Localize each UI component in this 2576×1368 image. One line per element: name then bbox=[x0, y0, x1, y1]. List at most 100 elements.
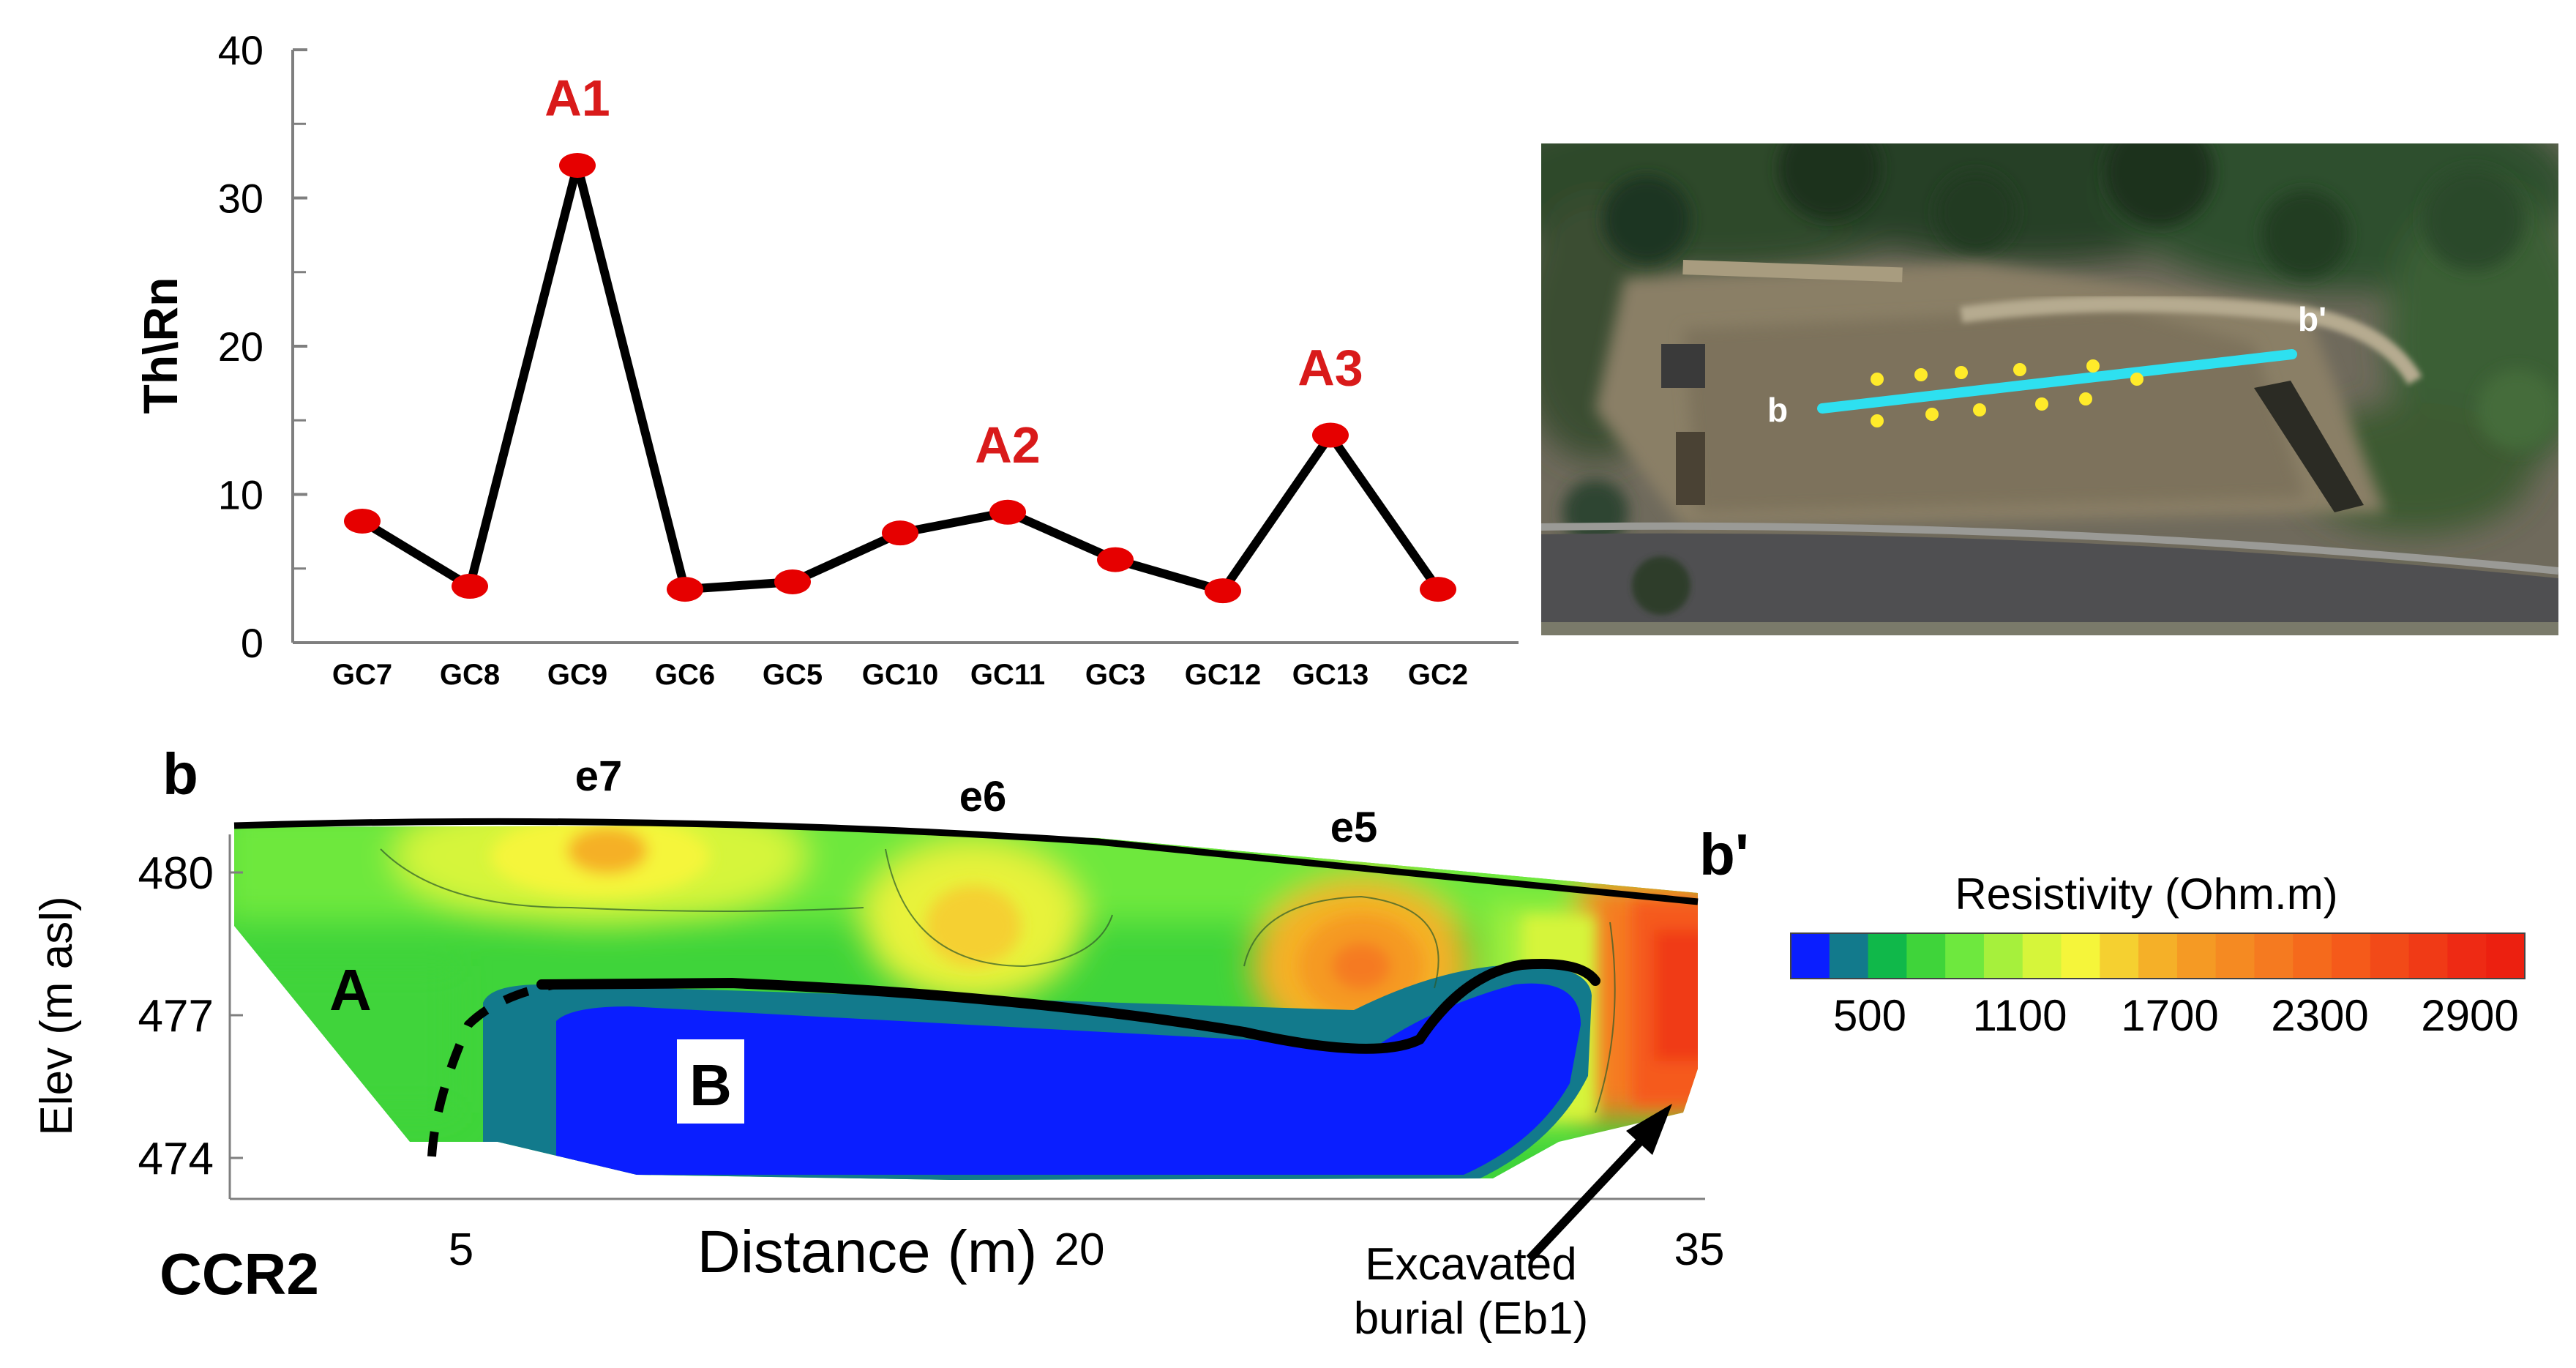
data-point bbox=[1312, 422, 1349, 448]
zone-label-b-box bbox=[677, 1039, 744, 1124]
x-tick-label: GC5 bbox=[763, 659, 823, 691]
colorbar-cell bbox=[2138, 933, 2178, 979]
section-y-tick-label: 474 bbox=[138, 1134, 214, 1184]
resistivity-section: 474 477 480 5 20 35 Elev (m asl) Distance (m… bbox=[31, 741, 2526, 1344]
colorbar-cell bbox=[2332, 933, 2371, 979]
colorbar-tick-label: 2300 bbox=[2271, 991, 2368, 1040]
survey-point bbox=[2013, 363, 2026, 376]
section-x-tick-label: 20 bbox=[1055, 1225, 1105, 1275]
peak-annotation: A2 bbox=[975, 416, 1040, 474]
x-tick-label: GC8 bbox=[440, 659, 500, 691]
colorbar-cell bbox=[1906, 933, 1946, 979]
survey-point bbox=[2079, 392, 2092, 405]
colorbar-cell bbox=[2176, 933, 2217, 979]
satellite-photo: b b' bbox=[1541, 143, 2558, 635]
zone-b-boundary bbox=[536, 958, 1600, 1054]
section-x-axis-label: Distance (m) bbox=[697, 1219, 1038, 1285]
survey-point bbox=[1925, 408, 1939, 421]
data-point bbox=[667, 577, 703, 602]
x-tick-label: GC13 bbox=[1292, 659, 1369, 691]
x-tick-label: GC12 bbox=[1185, 659, 1262, 691]
colorbar-cell bbox=[2447, 933, 2487, 979]
profile-name: CCR2 bbox=[160, 1241, 319, 1307]
x-tick-label: GC10 bbox=[862, 659, 939, 691]
data-point bbox=[1097, 547, 1134, 572]
colorbar-cell bbox=[2061, 933, 2100, 979]
colorbar-frame bbox=[1790, 932, 2526, 979]
survey-point bbox=[1973, 403, 1986, 416]
survey-point bbox=[2086, 359, 2100, 373]
y-tick-label: 10 bbox=[218, 472, 263, 518]
y-tick-label: 30 bbox=[218, 176, 263, 222]
data-point bbox=[344, 508, 381, 534]
section-y-tick-label: 477 bbox=[138, 991, 214, 1042]
colorbar-cell bbox=[2215, 933, 2255, 979]
electrode-label: e6 bbox=[959, 773, 1007, 821]
zone-label-b: B bbox=[689, 1053, 732, 1118]
profile-start-label: b bbox=[162, 741, 198, 807]
electrode-label: e5 bbox=[1330, 804, 1378, 851]
colorbar-cell bbox=[2254, 933, 2294, 979]
peak-annotation: A1 bbox=[544, 70, 610, 127]
y-axis-label: Th\Rn bbox=[133, 277, 187, 414]
survey-point bbox=[1871, 414, 1884, 427]
data-point bbox=[774, 569, 811, 594]
section-x-tick-label: 5 bbox=[449, 1225, 473, 1275]
data-point bbox=[882, 520, 918, 546]
x-tick-label: GC7 bbox=[332, 659, 392, 691]
y-tick-label: 40 bbox=[218, 27, 263, 73]
colorbar-cell bbox=[2370, 933, 2410, 979]
burial-annotation-line: Excavated bbox=[1365, 1239, 1577, 1290]
x-tick-label: GC3 bbox=[1085, 659, 1145, 691]
map-label-b-prime: b' bbox=[2298, 300, 2326, 338]
colorbar-cell bbox=[1983, 933, 2023, 979]
x-tick-label: GC9 bbox=[547, 659, 607, 691]
data-point bbox=[1420, 577, 1456, 602]
burial-arrow bbox=[1526, 1131, 1650, 1263]
zone-label-a: A bbox=[329, 957, 372, 1023]
data-point bbox=[559, 152, 596, 178]
survey-points bbox=[1871, 359, 2143, 427]
survey-point bbox=[1871, 373, 1884, 386]
colorbar-tick-label: 1100 bbox=[1972, 991, 2067, 1040]
colorbar-title: Resistivity (Ohm.m) bbox=[1955, 870, 2337, 919]
data-point bbox=[452, 574, 488, 599]
profile-end-label: b' bbox=[1699, 822, 1749, 887]
colorbar bbox=[1790, 932, 2526, 979]
colorbar-cell bbox=[1791, 933, 1830, 979]
colorbar-tick-label: 500 bbox=[1833, 991, 1906, 1040]
survey-point bbox=[1955, 366, 1968, 379]
x-tick-label: GC6 bbox=[655, 659, 715, 691]
survey-point bbox=[1914, 368, 1928, 381]
section-y-tick-label: 480 bbox=[138, 848, 214, 899]
section-x-tick-label: 35 bbox=[1674, 1225, 1725, 1275]
colorbar-tick-label: 1700 bbox=[2121, 991, 2218, 1040]
burial-annotation-line: burial (Eb1) bbox=[1354, 1293, 1588, 1344]
colorbar-cell bbox=[2486, 933, 2526, 979]
peak-annotation: A3 bbox=[1298, 340, 1363, 397]
topography-line bbox=[233, 818, 1699, 905]
section-y-axis-label: Elev (m asl) bbox=[31, 896, 82, 1135]
colorbar-cell bbox=[1945, 933, 1985, 979]
electrode-label: e7 bbox=[575, 752, 623, 800]
colorbar-tick-label: 2900 bbox=[2421, 991, 2518, 1040]
y-tick-label: 20 bbox=[218, 324, 263, 370]
data-point bbox=[989, 499, 1026, 525]
burial-annotation: Excavated burial (Eb1) bbox=[1354, 1239, 1588, 1344]
thrn-line-chart: 0 10 20 30 40 GC7 GC8 GC9 GC6 GC5 GC10 GC11 GC3 GC12… bbox=[133, 27, 1519, 691]
colorbar-cell bbox=[2408, 933, 2448, 979]
colorbar-cell bbox=[1868, 933, 1907, 979]
data-point bbox=[1205, 578, 1241, 604]
x-tick-label: GC2 bbox=[1408, 659, 1468, 691]
burial-arrow-head bbox=[1626, 1104, 1672, 1155]
map-label-b: b bbox=[1767, 391, 1788, 429]
colorbar-cell bbox=[2293, 933, 2332, 979]
colorbar-cell bbox=[1829, 933, 1869, 979]
profile-line-b-b-prime bbox=[1817, 349, 2297, 414]
x-tick-label: GC11 bbox=[970, 659, 1045, 691]
survey-point bbox=[2035, 397, 2048, 411]
zone-a-boundary bbox=[427, 980, 558, 1157]
survey-point bbox=[2130, 373, 2143, 386]
